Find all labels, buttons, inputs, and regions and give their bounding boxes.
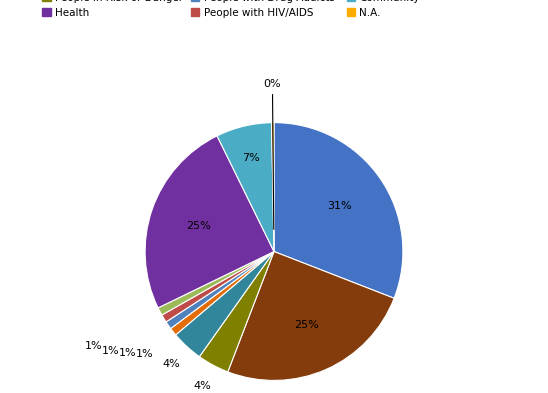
Wedge shape xyxy=(162,252,274,322)
Wedge shape xyxy=(272,123,274,252)
Text: 25%: 25% xyxy=(294,320,319,330)
Text: 1%: 1% xyxy=(85,341,102,351)
Text: 1%: 1% xyxy=(102,346,120,356)
Wedge shape xyxy=(145,136,274,308)
Wedge shape xyxy=(228,252,394,380)
Text: 1%: 1% xyxy=(136,349,153,359)
Text: 31%: 31% xyxy=(328,201,352,211)
Wedge shape xyxy=(166,252,274,329)
Wedge shape xyxy=(199,252,274,372)
Wedge shape xyxy=(170,252,274,335)
Text: 4%: 4% xyxy=(193,380,211,391)
Text: 1%: 1% xyxy=(119,348,137,358)
Text: 4%: 4% xyxy=(162,358,180,369)
Text: 7%: 7% xyxy=(242,152,260,163)
Text: 25%: 25% xyxy=(186,220,211,231)
Legend: Disabilities, Formal Education, People in Risk or Danger, Health, Homeless Peopl: Disabilities, Formal Education, People i… xyxy=(40,0,508,20)
Text: 0%: 0% xyxy=(264,79,281,230)
Wedge shape xyxy=(274,123,403,298)
Wedge shape xyxy=(176,252,274,357)
Wedge shape xyxy=(158,252,274,315)
Wedge shape xyxy=(217,123,274,252)
